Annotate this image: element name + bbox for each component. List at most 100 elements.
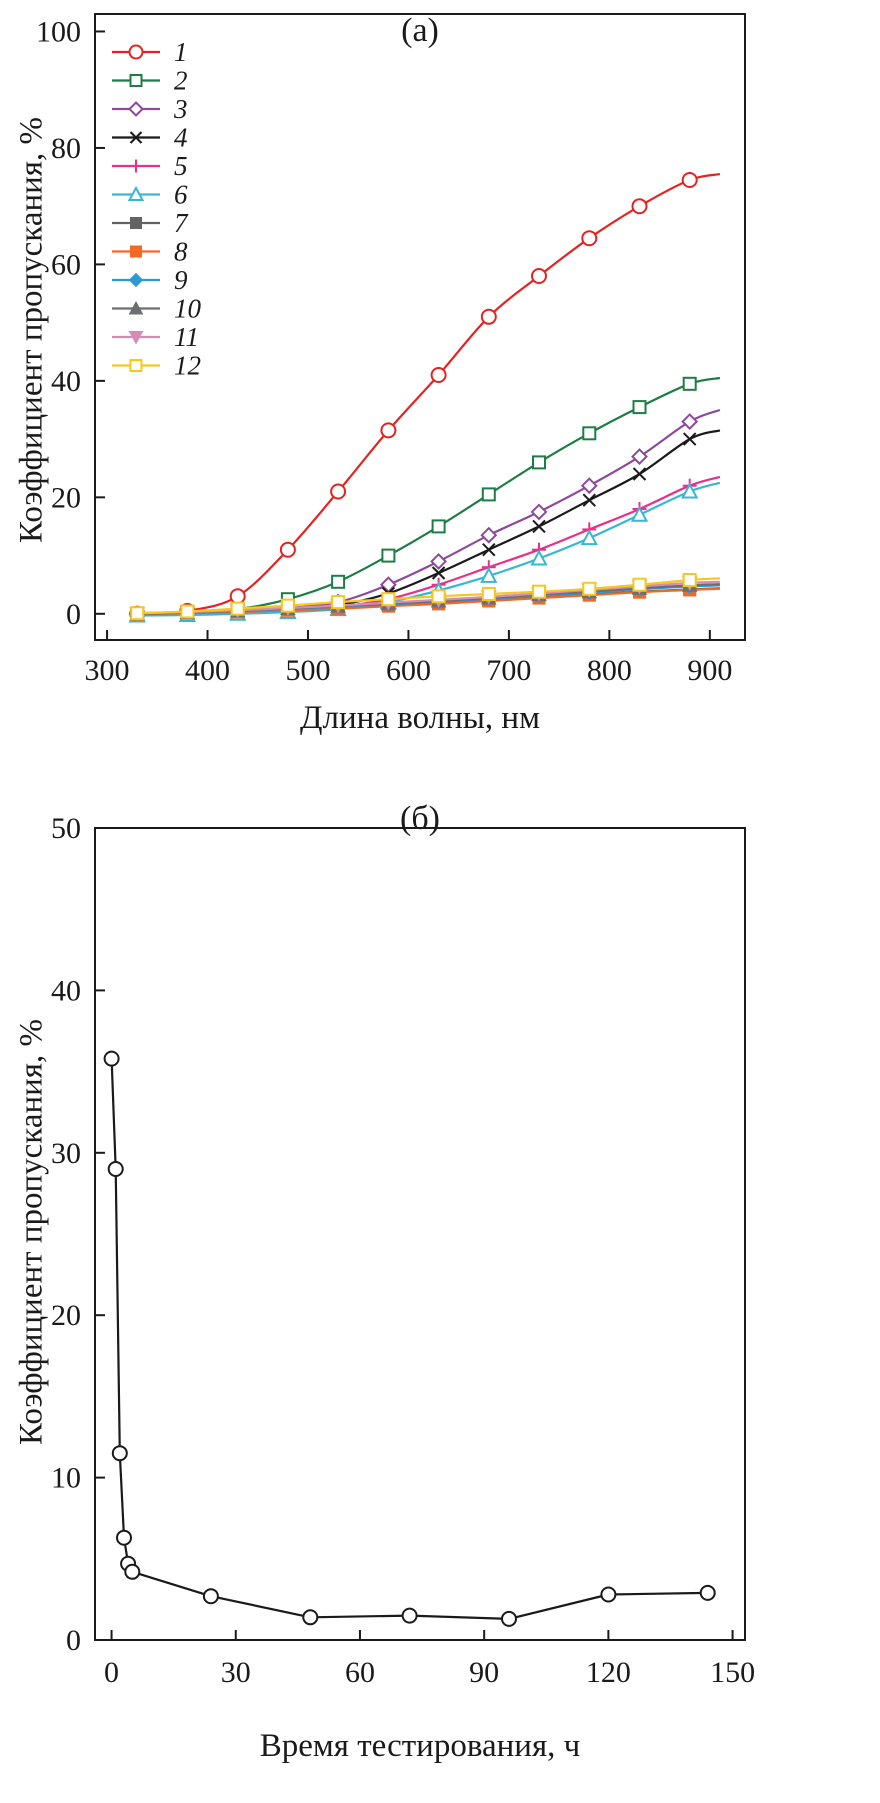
series-line [110, 1058, 708, 1620]
series-marker [302, 1609, 319, 1626]
series-marker [682, 573, 697, 587]
series-marker [380, 422, 397, 439]
series-marker [430, 552, 448, 570]
legend-item-label: 1 [174, 37, 188, 67]
legend-item: 9 [112, 265, 188, 295]
series-marker [431, 589, 446, 604]
x-tick-label: 800 [587, 654, 632, 687]
series-marker [480, 566, 498, 583]
panel-b-y-axis-label: Коэффициент пропускания, % [13, 1019, 50, 1445]
series-marker [582, 493, 597, 507]
panel-b-chart-canvas: 0 30 60 90 120 150 0 10 20 30 40 50 [51, 812, 755, 1689]
y-tick-label: 100 [36, 15, 81, 48]
axes-frame [94, 13, 746, 641]
legend-item-label: 9 [174, 265, 188, 295]
series-marker [280, 598, 295, 613]
series-marker [581, 230, 598, 247]
y-tick-label: 40 [51, 974, 81, 1007]
series-line [137, 173, 721, 615]
series-marker [681, 172, 698, 188]
series-marker [130, 606, 145, 621]
series-marker [532, 519, 546, 534]
y-tick-label: 30 [51, 1137, 81, 1170]
series-marker [128, 101, 144, 117]
x-tick-label: 60 [345, 1656, 375, 1689]
series-marker [681, 413, 699, 431]
series-marker [431, 566, 446, 580]
series-marker [632, 467, 647, 481]
legend-item-label: 2 [174, 66, 188, 96]
series-marker [532, 455, 546, 470]
legend-item-label: 5 [174, 151, 188, 181]
series-marker [482, 542, 496, 557]
legend-item-label: 10 [174, 294, 202, 324]
series-marker [682, 376, 697, 391]
series-marker [631, 448, 648, 466]
series-marker [401, 1607, 418, 1624]
series-marker [130, 245, 142, 258]
series-marker [530, 503, 548, 521]
series-marker [630, 505, 649, 522]
y-tick-label: 40 [51, 365, 81, 398]
series-marker [430, 367, 447, 383]
legend-item-label: 4 [174, 123, 188, 153]
y-tick-label: 80 [51, 132, 81, 165]
y-tick-label: 10 [51, 1462, 81, 1495]
series-marker [230, 601, 245, 616]
series-marker [582, 426, 597, 441]
series-marker [331, 574, 346, 589]
series-marker [631, 198, 648, 215]
panel-a-x-axis-label: Длина волны, нм [300, 700, 540, 736]
panel-a-chart-canvas: 300 400 500 600 700 800 9000204060801001234567… [36, 13, 746, 687]
series-marker [431, 519, 446, 534]
series-marker [582, 581, 597, 596]
series-marker [128, 331, 144, 345]
legend-item: 3 [112, 94, 188, 124]
legend-item: 10 [112, 294, 202, 324]
legend-item: 7 [112, 208, 189, 238]
legend-item: 2 [112, 66, 188, 96]
series-marker [124, 1563, 141, 1580]
series-marker [480, 308, 497, 325]
x-tick-label: 90 [469, 1656, 499, 1689]
series-marker [600, 1586, 617, 1603]
series-marker [180, 604, 195, 619]
axes-frame [94, 827, 746, 1641]
legend-item-label: 11 [174, 322, 199, 352]
series-marker [130, 217, 142, 229]
x-tick-label: 0 [104, 1656, 119, 1689]
x-tick-label: 30 [221, 1656, 251, 1689]
series-marker [128, 44, 144, 60]
x-tick-label: 150 [710, 1656, 755, 1689]
series-marker [682, 432, 697, 446]
series-marker [480, 526, 498, 544]
series-marker [331, 595, 346, 610]
series-marker [531, 268, 547, 284]
series-marker [279, 541, 296, 558]
series-marker [129, 74, 143, 87]
y-tick-label: 20 [51, 1299, 81, 1332]
series-marker [580, 528, 598, 546]
x-tick-label: 400 [185, 654, 230, 687]
panel-a-title: (а) [401, 12, 439, 49]
series-line [137, 577, 720, 615]
legend-item-label: 12 [174, 351, 201, 381]
series-marker [530, 549, 548, 566]
series-marker [229, 588, 246, 605]
panel-a-y-axis-label: Коэффициент пропускания, % [13, 117, 50, 543]
legend-item: 12 [112, 351, 201, 381]
y-tick-label: 20 [51, 481, 81, 514]
series-marker [107, 1161, 124, 1177]
series-marker [632, 577, 647, 592]
panel-b-title: (б) [400, 800, 440, 837]
y-tick-label: 0 [66, 1624, 81, 1657]
legend-item: 6 [112, 180, 188, 210]
series-marker [681, 482, 699, 499]
y-tick-label: 50 [51, 812, 81, 845]
series-marker [116, 1529, 132, 1546]
series-marker [129, 159, 143, 173]
series-marker [129, 359, 143, 372]
legend-item: 11 [112, 322, 199, 352]
